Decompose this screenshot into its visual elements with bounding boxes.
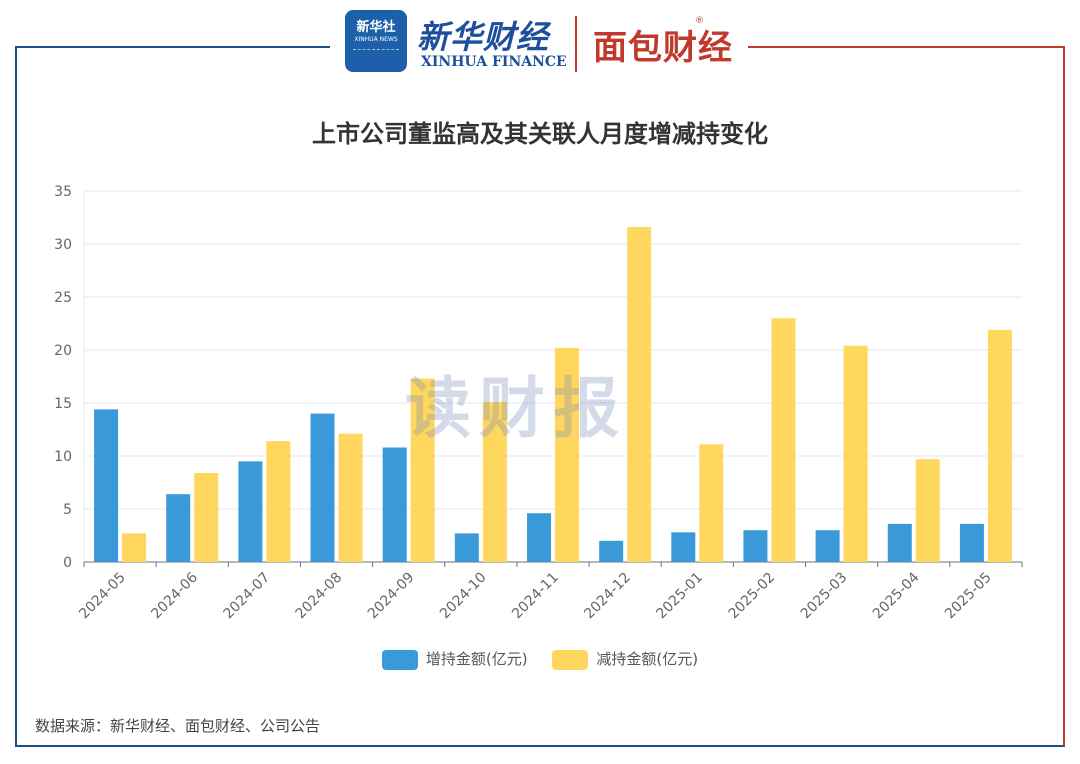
x-tick-label: 2024-08 [293, 570, 346, 623]
bar-decrease [915, 459, 940, 562]
brand-divider [575, 16, 577, 72]
legend-swatch-decrease [552, 649, 589, 670]
x-tick-label: 2024-09 [365, 570, 418, 623]
legend-label-increase: 增持金额(亿元) [425, 650, 528, 668]
header-rule-left [15, 46, 330, 48]
bar-increase [671, 532, 696, 562]
bar-decrease [122, 533, 147, 562]
registered-mark: ® [695, 16, 704, 26]
legend-item-decrease[interactable]: 减持金额(亿元) [552, 648, 698, 670]
xinhua-news-logo: 新华社 XINHUA NEWS [345, 10, 407, 72]
legend-item-increase[interactable]: 增持金额(亿元) [381, 648, 528, 670]
bar-decrease [266, 441, 291, 562]
y-tick-label: 5 [63, 502, 72, 518]
legend-swatch-increase [381, 649, 418, 670]
x-tick-label: 2025-02 [726, 570, 779, 623]
x-tick-label: 2025-03 [798, 570, 851, 623]
mianbao-finance-logo: 面包财经 [593, 28, 733, 68]
watermark: 读财报 [405, 370, 627, 447]
bar-increase [599, 540, 624, 562]
x-tick-label: 2025-01 [653, 570, 706, 623]
bar-decrease [771, 318, 796, 562]
x-tick-label: 2024-10 [437, 570, 490, 623]
bar-increase [310, 413, 335, 562]
bar-decrease [194, 472, 219, 562]
xinhua-badge-en: XINHUA NEWS [354, 36, 398, 43]
bar-increase [166, 494, 191, 562]
y-tick-label: 30 [54, 237, 72, 253]
bar-increase [743, 530, 768, 562]
bar-decrease [555, 347, 579, 562]
bar-decrease [410, 378, 435, 562]
xinhua-badge-cn: 新华社 [356, 20, 396, 35]
chart-legend: 增持金额(亿元) 减持金额(亿元) [0, 648, 1080, 670]
bar-increase [527, 513, 551, 562]
chart-title: 上市公司董监高及其关联人月度增减持变化 [312, 120, 768, 148]
y-tick-label: 10 [54, 449, 72, 465]
xinhua-finance-en: XINHUA FINANCE [421, 54, 567, 70]
legend-label-decrease: 减持金额(亿元) [596, 650, 699, 668]
header-rule-right [748, 46, 1065, 48]
bar-increase [887, 523, 912, 562]
y-tick-label: 15 [54, 396, 72, 412]
x-tick-label: 2025-05 [942, 570, 995, 623]
x-tick-label: 2025-04 [870, 569, 923, 622]
bar-increase [454, 533, 479, 562]
bar-decrease [338, 433, 363, 562]
x-tick-label: 2024-06 [148, 569, 201, 622]
brand-header: 新华社 XINHUA NEWS 新华财经 XINHUA FINANCE 面包财经… [345, 10, 740, 74]
data-source-note: 数据来源：新华财经、面包财经、公司公告 [35, 717, 321, 735]
bar-increase [382, 447, 407, 562]
x-tick-label: 2024-12 [581, 570, 634, 623]
x-tick-label: 2024-11 [509, 570, 562, 623]
globe-dots-icon [353, 49, 399, 64]
x-tick-label: 2024-07 [221, 570, 274, 623]
y-tick-label: 20 [54, 343, 72, 359]
y-tick-label: 0 [63, 555, 72, 571]
bar-decrease [627, 227, 652, 563]
bar-increase [959, 523, 984, 562]
chart-frame [15, 47, 1065, 747]
x-tick-label: 2024-05 [76, 570, 129, 623]
bar-decrease [843, 345, 868, 562]
bar-decrease [482, 401, 507, 562]
bar-increase [94, 409, 119, 562]
xinhua-finance-name: 新华财经 [417, 18, 550, 56]
y-tick-label: 25 [54, 290, 72, 306]
bar-increase [238, 461, 263, 562]
bar-decrease [699, 444, 724, 562]
bar-increase [815, 530, 840, 562]
y-tick-label: 35 [54, 184, 72, 200]
bar-decrease [987, 329, 1012, 562]
